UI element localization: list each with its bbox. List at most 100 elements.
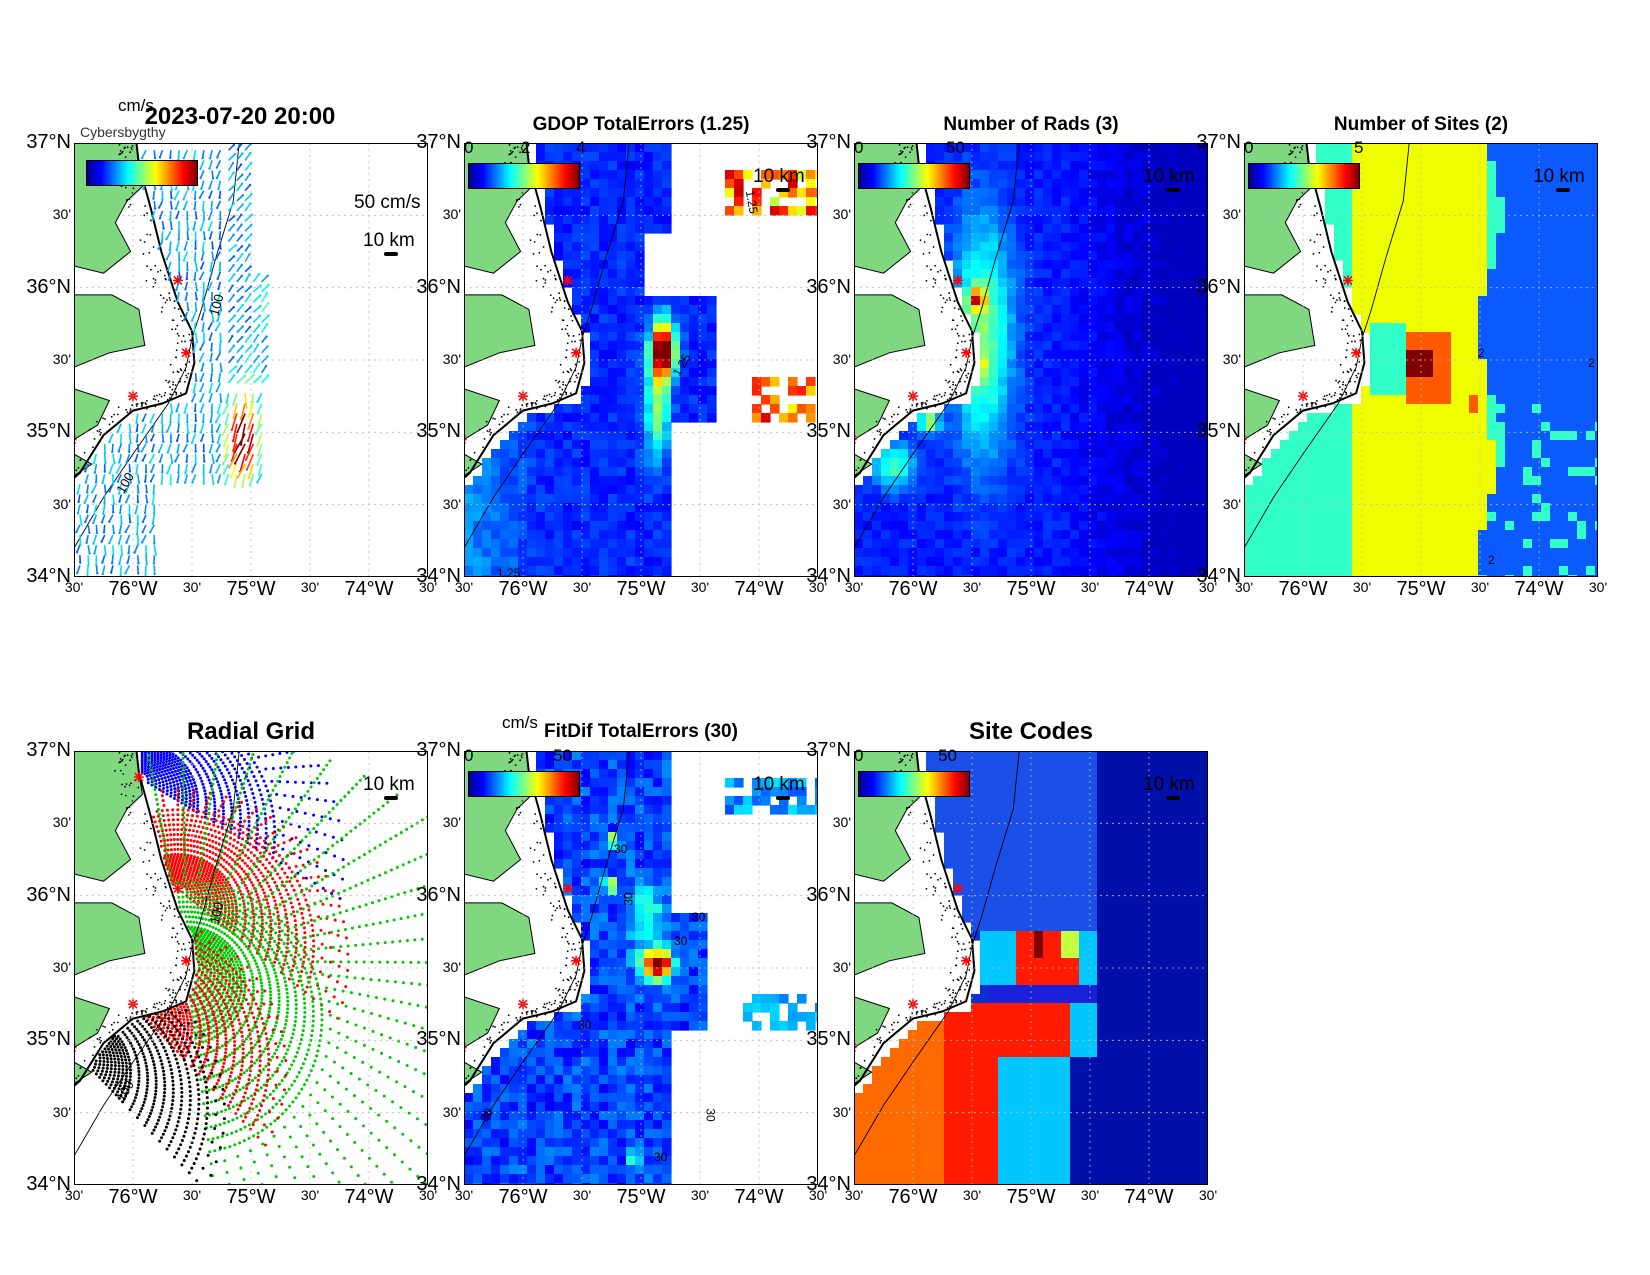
x-tick-label: 30' bbox=[1352, 579, 1372, 595]
x-tick-label: 30' bbox=[1080, 579, 1100, 595]
distance-scale-bar bbox=[776, 796, 790, 800]
x-tick-label: 76°W bbox=[108, 1186, 158, 1208]
x-tick-label: 30' bbox=[1080, 1187, 1100, 1203]
y-tick-label: 30' bbox=[1222, 351, 1241, 367]
x-tick-label: 74°W bbox=[1124, 1186, 1174, 1208]
panel-title: Number of Rads (3) bbox=[943, 114, 1119, 135]
y-tick-label: 30' bbox=[832, 495, 851, 512]
y-tick-label: 30' bbox=[832, 351, 851, 367]
colorbar bbox=[86, 160, 198, 186]
x-tick-label: 30' bbox=[64, 1187, 84, 1203]
y-tick-label: 30' bbox=[832, 1103, 851, 1120]
map-axes[interactable] bbox=[854, 751, 1208, 1185]
y-tick-label: 30' bbox=[442, 206, 461, 223]
y-tick-label: 34°N bbox=[26, 565, 71, 587]
y-tick-label: 35°N bbox=[26, 1028, 71, 1051]
x-tick-label: 76°W bbox=[498, 1186, 548, 1208]
y-tick-label: 35°N bbox=[26, 420, 71, 443]
y-tick-label: 30' bbox=[832, 814, 851, 831]
x-tick-label: 30' bbox=[300, 1187, 320, 1203]
y-tick-label: 34°N bbox=[26, 1173, 71, 1195]
y-tick-label: 30' bbox=[832, 959, 851, 975]
y-tick-label: 34°N bbox=[416, 565, 461, 587]
map-canvas bbox=[854, 751, 1208, 1185]
y-tick-label: 36°N bbox=[416, 883, 461, 906]
map-axes[interactable] bbox=[854, 143, 1208, 577]
distance-scale-bar bbox=[776, 188, 790, 192]
colorbar-tick: 0 bbox=[464, 138, 474, 157]
distance-scale-label: 10 km bbox=[1533, 166, 1585, 187]
x-tick-label: 75°W bbox=[1006, 578, 1056, 600]
x-tick-label: 30' bbox=[1198, 579, 1218, 595]
panel-title: Site Codes bbox=[968, 718, 1094, 745]
y-tick-label: 30' bbox=[1222, 495, 1241, 512]
colorbar-tick: 0 bbox=[1244, 138, 1254, 157]
y-tick-label: 37°N bbox=[416, 739, 461, 761]
x-tick-label: 75°W bbox=[226, 578, 276, 600]
y-tick-label: 30' bbox=[52, 959, 71, 975]
colorbar-tick: 5 bbox=[1354, 138, 1364, 157]
x-tick-label: 75°W bbox=[616, 1186, 666, 1208]
x-tick-label: 30' bbox=[454, 1187, 474, 1203]
distance-scale-label: 10 km bbox=[753, 166, 805, 187]
x-tick-label: 30' bbox=[690, 1187, 710, 1203]
map-canvas bbox=[464, 143, 818, 577]
vector-scale-label: 50 cm/s bbox=[354, 192, 421, 213]
colorbar bbox=[858, 771, 970, 797]
x-tick-label: 75°W bbox=[1396, 578, 1446, 600]
colorbar-tick: 0 bbox=[464, 746, 474, 765]
colorbar-tick: 2 bbox=[521, 138, 531, 157]
x-tick-label: 30' bbox=[844, 579, 864, 595]
map-axes[interactable]: 100 100 bbox=[74, 751, 428, 1185]
map-axes[interactable] bbox=[1244, 143, 1598, 577]
y-tick-label: 36°N bbox=[806, 883, 851, 906]
panel-title: Number of Sites (2) bbox=[1333, 114, 1509, 135]
contour-label: 30 bbox=[692, 910, 706, 924]
x-tick-label: 30' bbox=[418, 1187, 438, 1203]
x-tick-label: 76°W bbox=[888, 1186, 938, 1208]
x-tick-label: 76°W bbox=[1278, 578, 1328, 600]
x-tick-label: 75°W bbox=[226, 1186, 276, 1208]
x-tick-label: 30' bbox=[1470, 579, 1490, 595]
x-tick-label: 30' bbox=[962, 579, 982, 595]
colorbar-tick: 4 bbox=[576, 138, 586, 157]
x-tick-label: 75°W bbox=[1006, 1186, 1056, 1208]
y-tick-label: 37°N bbox=[416, 131, 461, 153]
panel-title: FitDif TotalErrors (30) bbox=[544, 721, 738, 742]
y-tick-label: 36°N bbox=[806, 275, 851, 298]
x-tick-label: 30' bbox=[1588, 579, 1608, 595]
x-tick-label: 30' bbox=[808, 1187, 828, 1203]
y-tick-label: 30' bbox=[832, 206, 851, 223]
colorbar bbox=[1248, 163, 1360, 189]
y-tick-label: 30' bbox=[442, 1103, 461, 1120]
y-tick-label: 37°N bbox=[806, 131, 851, 153]
distance-scale-label: 10 km bbox=[363, 774, 415, 795]
x-tick-label: 76°W bbox=[888, 578, 938, 600]
x-tick-label: 74°W bbox=[344, 578, 394, 600]
y-tick-label: 30' bbox=[442, 351, 461, 367]
distance-scale-label: 10 km bbox=[753, 774, 805, 795]
panel-title: 2023-07-20 20:00 bbox=[144, 103, 336, 130]
map-axes[interactable] bbox=[464, 143, 818, 577]
y-tick-label: 30' bbox=[52, 495, 71, 512]
isobath-label: 100 bbox=[206, 293, 226, 318]
x-tick-label: 30' bbox=[182, 579, 202, 595]
y-tick-label: 35°N bbox=[1196, 420, 1241, 443]
x-tick-label: 76°W bbox=[498, 578, 548, 600]
y-tick-label: 34°N bbox=[806, 1173, 851, 1195]
y-tick-label: 30' bbox=[52, 206, 71, 223]
colorbar-tick: 0 bbox=[854, 138, 864, 157]
x-tick-label: 30' bbox=[182, 1187, 202, 1203]
panel-title: GDOP TotalErrors (1.25) bbox=[532, 114, 750, 135]
y-tick-label: 34°N bbox=[806, 565, 851, 587]
distance-scale-bar bbox=[1166, 796, 1180, 800]
overprint-text: Cybersbygthy bbox=[80, 124, 166, 140]
contour-label: 30 bbox=[621, 892, 636, 906]
distance-scale-label: 10 km bbox=[1143, 774, 1195, 795]
contour-label: 30 bbox=[674, 934, 688, 948]
colorbar-tick: 50 bbox=[553, 746, 572, 765]
contour-label: 30 bbox=[578, 1018, 592, 1032]
x-tick-label: 30' bbox=[962, 1187, 982, 1203]
map-axes[interactable] bbox=[464, 751, 818, 1185]
